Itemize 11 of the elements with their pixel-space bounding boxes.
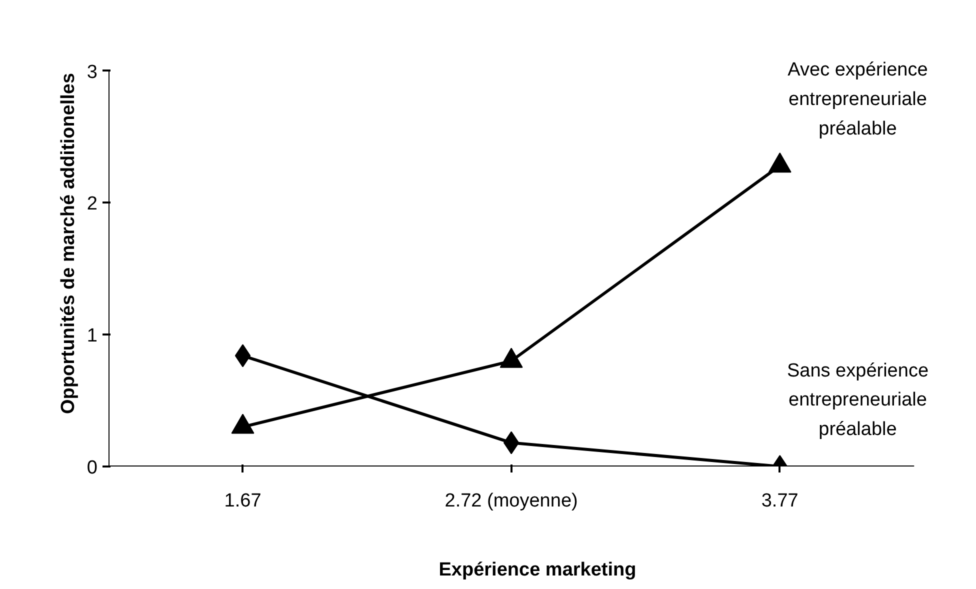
x-axis-title: Expérience marketing [438,560,636,580]
x-tick-label: 2.72 (moyenne) [444,490,578,512]
x-tick-label: 3.77 [761,490,798,512]
y-tick-label: 3 [86,62,98,83]
y-tick-label: 2 [86,194,98,215]
series-label: Sans expérience entrepreneuriale préalable [786,360,929,440]
y-axis-title: Opportunités de marché additionelles [58,72,79,414]
x-tick-label: 1.67 [224,490,262,512]
series-label: Avec expérience entrepreneuriale préalable [788,60,928,140]
y-tick-label: 0 [86,458,98,478]
y-tick-label: 1 [86,326,98,347]
